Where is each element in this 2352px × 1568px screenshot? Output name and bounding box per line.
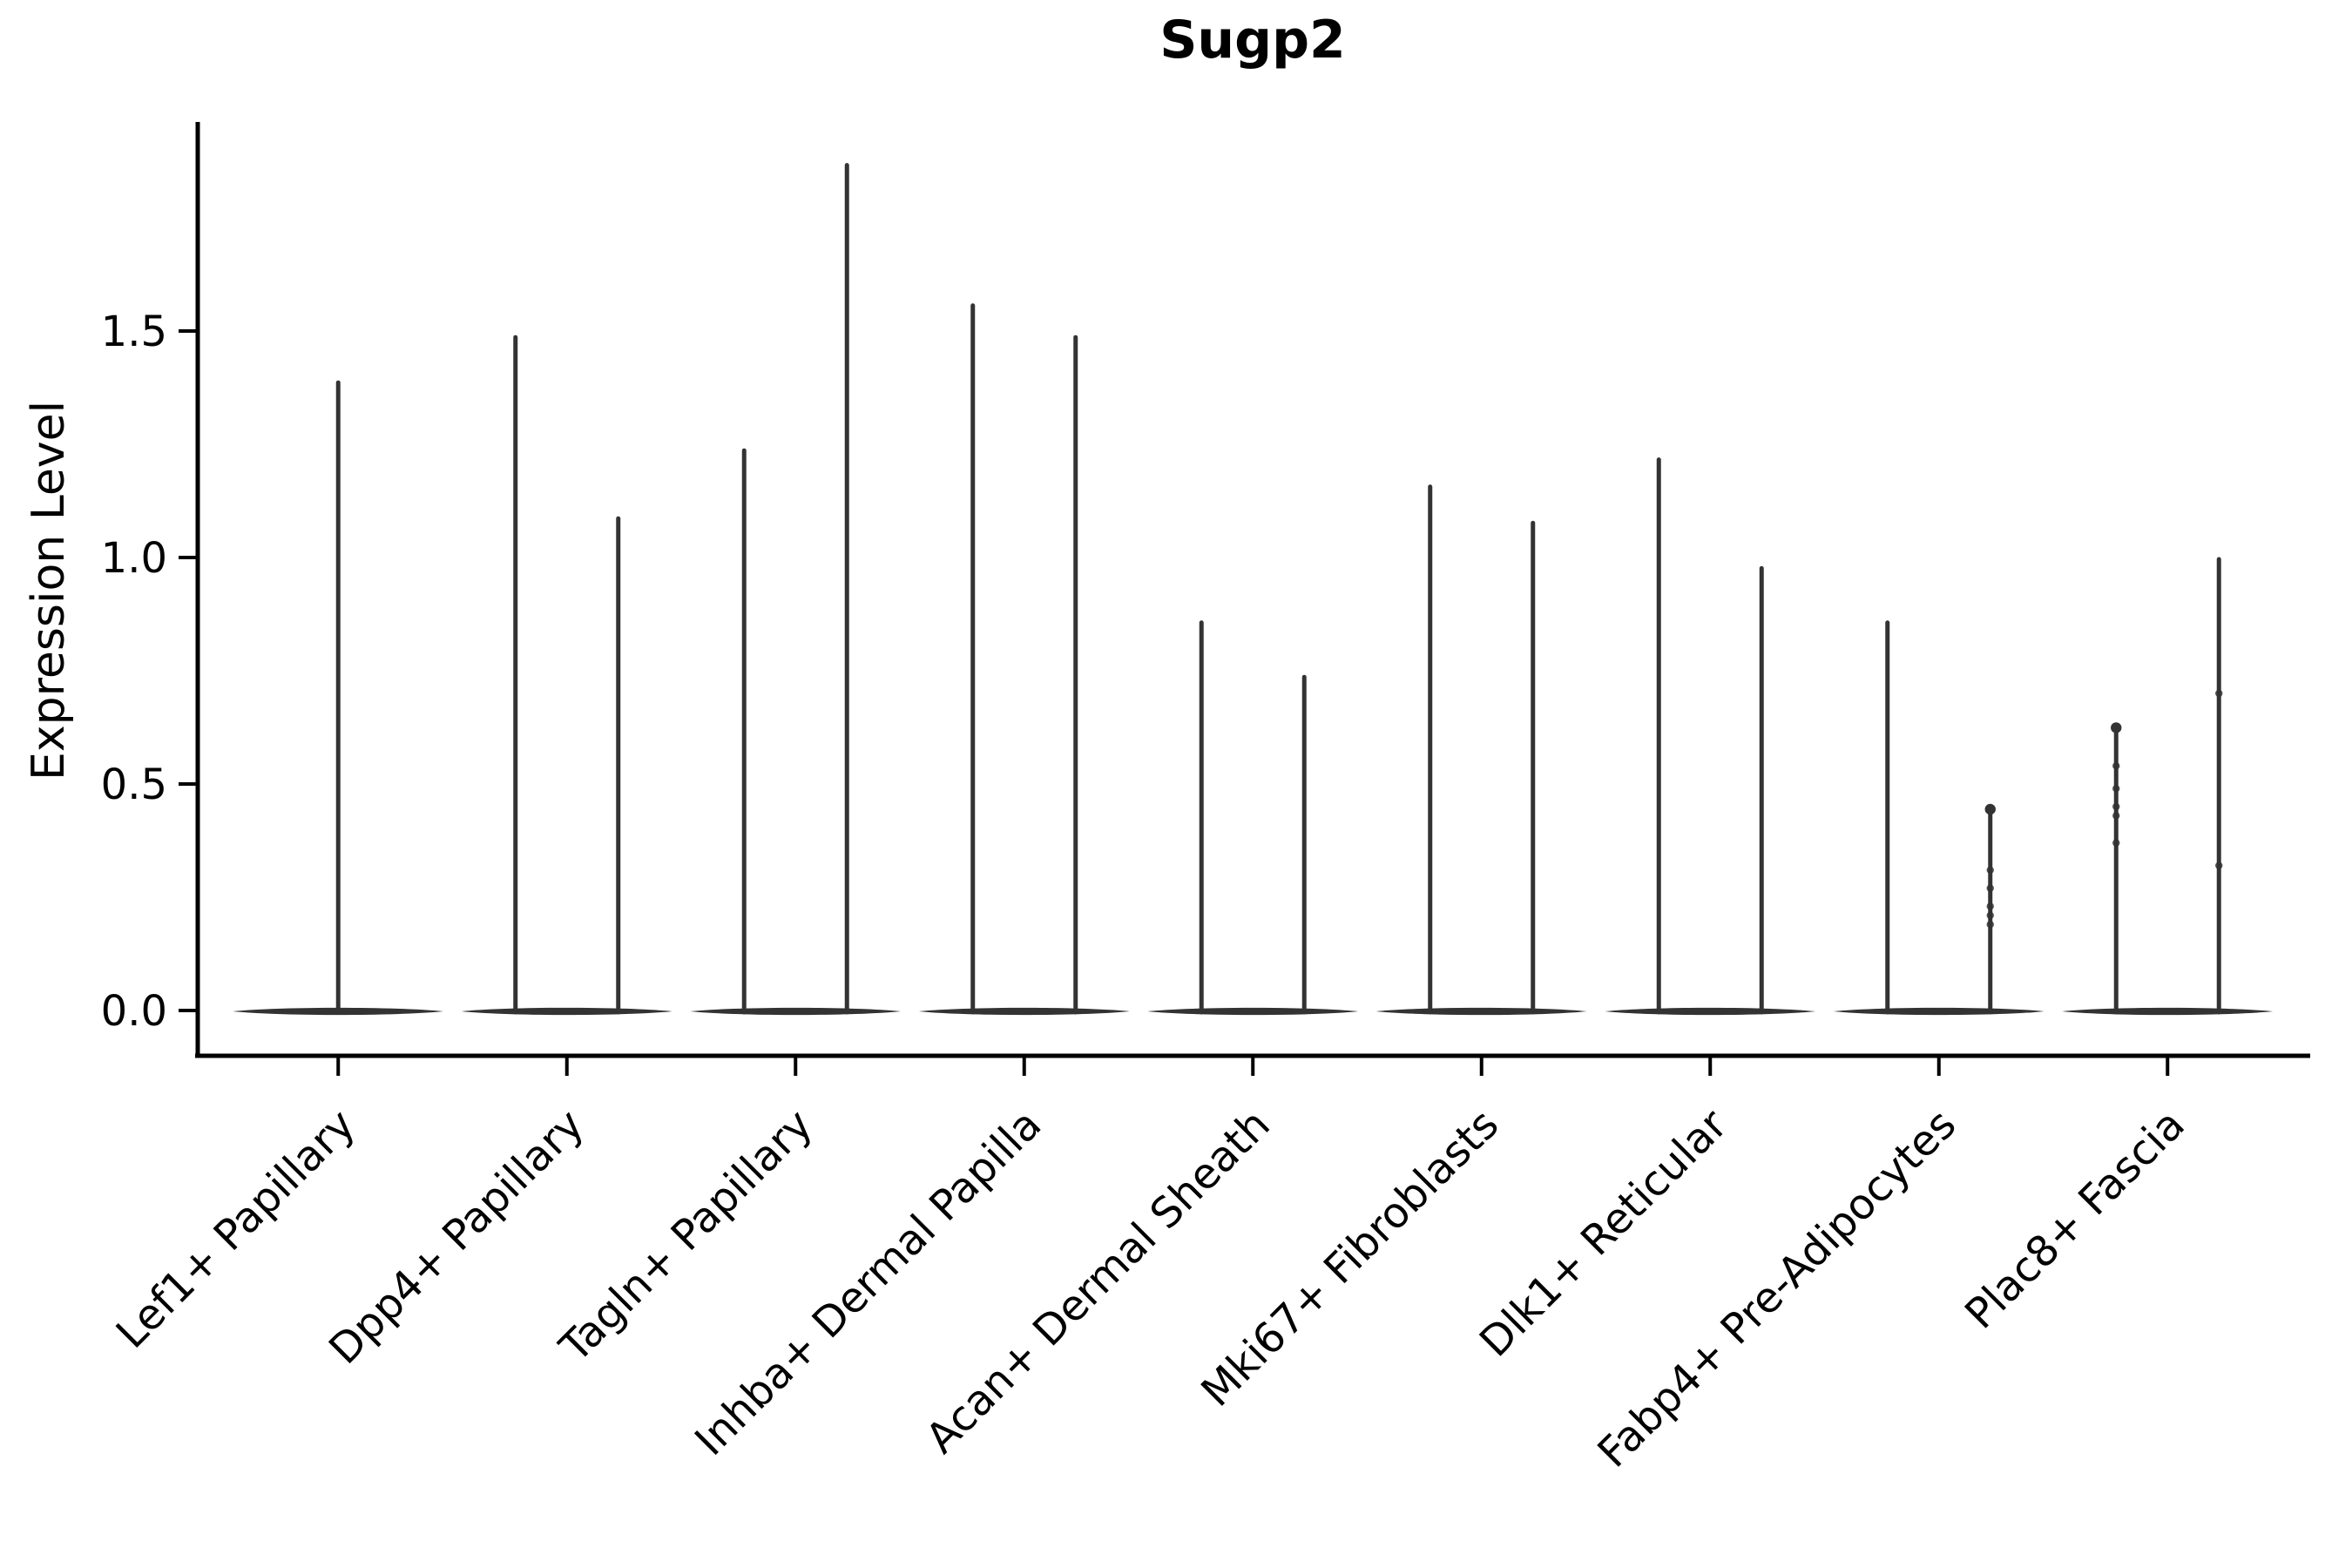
violin-category: [233, 380, 444, 1016]
y-tick-label: 0.0: [101, 987, 167, 1036]
violin-base: [1833, 1007, 2044, 1016]
jitter-point: [2215, 862, 2223, 869]
y-axis-label: Expression Level: [23, 401, 75, 781]
x-category-label: Tagln+ Papillary: [550, 1100, 821, 1372]
violin-base: [2062, 1007, 2274, 1016]
jitter-point: [1986, 866, 1994, 874]
violin-category: [690, 163, 902, 1016]
violin-category: [1375, 484, 1587, 1016]
violin-max-dot: [1984, 803, 1996, 815]
violin-category: [461, 335, 672, 1016]
x-category-label: Plac8+ Fascia: [1956, 1100, 2194, 1339]
violin-base: [690, 1007, 902, 1016]
jitter-point: [1986, 921, 1994, 929]
jitter-point: [2215, 689, 2223, 698]
violin-base: [461, 1007, 672, 1016]
jitter-point: [1986, 884, 1994, 892]
violin-max-dot: [2111, 722, 2122, 733]
violin-category: [1605, 457, 1816, 1016]
x-category-label: Dpp4+ Papillary: [320, 1100, 593, 1374]
y-tick-label: 1.5: [101, 308, 167, 356]
y-tick-label: 1.0: [101, 534, 167, 583]
violin-category: [1833, 620, 2044, 1016]
jitter-point: [1986, 902, 1994, 910]
x-category-label: Dlk1+ Reticular: [1470, 1100, 1737, 1367]
jitter-point: [2112, 839, 2120, 847]
violin-base: [1147, 1007, 1359, 1016]
x-category-label: Lef1+ Papillary: [107, 1100, 365, 1358]
y-tick-label: 0.5: [101, 760, 167, 809]
jitter-point: [1986, 911, 1994, 920]
jitter-point: [2112, 762, 2120, 770]
violin-base: [1605, 1007, 1816, 1016]
chart-title: Sugp2: [1159, 10, 1346, 71]
violin-category: [2062, 557, 2274, 1016]
jitter-point: [2112, 802, 2120, 811]
violin-base: [918, 1007, 1130, 1016]
jitter-point: [2112, 812, 2120, 820]
violin-category: [1147, 620, 1359, 1016]
jitter-point: [2112, 785, 2120, 793]
violin-category: [918, 303, 1130, 1016]
violin-base: [1375, 1007, 1587, 1016]
